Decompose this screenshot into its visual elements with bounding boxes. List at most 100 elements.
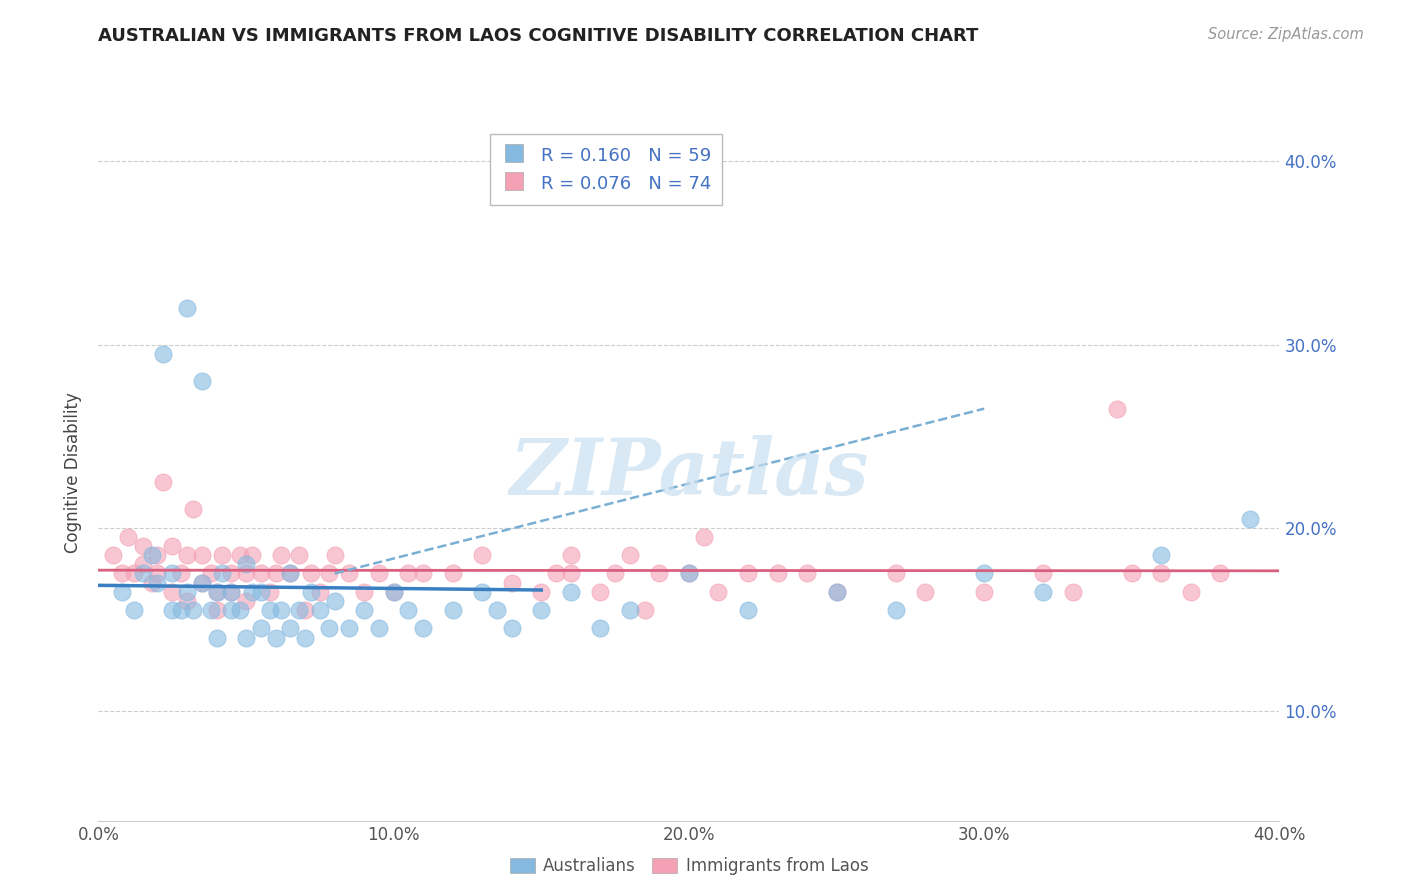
Point xyxy=(162,539,183,553)
Point xyxy=(152,475,174,489)
Point xyxy=(382,584,405,599)
Point xyxy=(181,502,204,516)
Point xyxy=(152,347,174,361)
Point xyxy=(141,575,163,590)
Point xyxy=(200,566,222,581)
Point xyxy=(162,566,183,581)
Point xyxy=(205,631,228,645)
Point xyxy=(1105,401,1128,416)
Point xyxy=(259,584,281,599)
Point xyxy=(973,566,995,581)
Point xyxy=(132,558,155,572)
Point xyxy=(270,548,292,562)
Point xyxy=(1209,566,1232,581)
Point xyxy=(211,566,233,581)
Point xyxy=(219,584,242,599)
Point xyxy=(146,548,169,562)
Text: ZIPatlas: ZIPatlas xyxy=(509,434,869,511)
Point xyxy=(678,566,700,581)
Point xyxy=(737,603,759,617)
Point xyxy=(323,594,346,608)
Point xyxy=(205,584,228,599)
Point xyxy=(240,584,263,599)
Point xyxy=(176,594,198,608)
Point xyxy=(339,621,360,635)
Point xyxy=(270,603,292,617)
Point xyxy=(323,548,346,562)
Point xyxy=(162,584,183,599)
Point xyxy=(111,566,134,581)
Point xyxy=(318,621,340,635)
Point xyxy=(278,566,302,581)
Point xyxy=(693,530,716,544)
Point xyxy=(146,566,169,581)
Y-axis label: Cognitive Disability: Cognitive Disability xyxy=(65,392,83,553)
Point xyxy=(648,566,671,581)
Point xyxy=(884,603,907,617)
Point xyxy=(264,566,287,581)
Point xyxy=(973,584,995,599)
Point xyxy=(619,548,641,562)
Point xyxy=(146,575,169,590)
Point xyxy=(250,621,273,635)
Point xyxy=(181,603,204,617)
Point xyxy=(229,548,252,562)
Point xyxy=(288,603,311,617)
Point xyxy=(914,584,936,599)
Point xyxy=(141,548,163,562)
Point xyxy=(219,603,242,617)
Point xyxy=(605,566,627,581)
Point xyxy=(412,621,434,635)
Point xyxy=(264,631,287,645)
Point xyxy=(1062,584,1084,599)
Point xyxy=(1239,511,1261,525)
Point xyxy=(546,566,568,581)
Point xyxy=(191,575,214,590)
Point xyxy=(299,566,322,581)
Point xyxy=(486,603,509,617)
Point xyxy=(278,621,302,635)
Point xyxy=(1032,566,1054,581)
Point xyxy=(560,548,582,562)
Point xyxy=(235,558,257,572)
Point xyxy=(122,603,145,617)
Point xyxy=(382,584,405,599)
Point xyxy=(471,548,494,562)
Legend: Australians, Immigrants from Laos: Australians, Immigrants from Laos xyxy=(503,851,875,882)
Point xyxy=(441,603,464,617)
Point xyxy=(396,566,419,581)
Point xyxy=(1121,566,1143,581)
Point xyxy=(170,566,193,581)
Point xyxy=(441,566,464,581)
Point xyxy=(619,603,641,617)
Point xyxy=(678,566,700,581)
Point xyxy=(633,603,655,617)
Point xyxy=(825,584,848,599)
Point xyxy=(766,566,789,581)
Point xyxy=(589,584,612,599)
Point xyxy=(111,584,134,599)
Text: Source: ZipAtlas.com: Source: ZipAtlas.com xyxy=(1208,27,1364,42)
Point xyxy=(103,548,125,562)
Point xyxy=(235,594,257,608)
Point xyxy=(162,603,183,617)
Point xyxy=(205,584,228,599)
Point xyxy=(259,603,281,617)
Point xyxy=(368,621,391,635)
Point xyxy=(1150,566,1173,581)
Point xyxy=(309,584,332,599)
Point xyxy=(339,566,360,581)
Point xyxy=(294,631,316,645)
Point xyxy=(278,566,302,581)
Point xyxy=(560,584,582,599)
Point xyxy=(530,584,553,599)
Point xyxy=(353,584,375,599)
Text: AUSTRALIAN VS IMMIGRANTS FROM LAOS COGNITIVE DISABILITY CORRELATION CHART: AUSTRALIAN VS IMMIGRANTS FROM LAOS COGNI… xyxy=(98,27,979,45)
Point xyxy=(211,548,233,562)
Point xyxy=(884,566,907,581)
Point xyxy=(560,566,582,581)
Point xyxy=(240,548,263,562)
Point xyxy=(396,603,419,617)
Point xyxy=(737,566,759,581)
Point xyxy=(309,603,332,617)
